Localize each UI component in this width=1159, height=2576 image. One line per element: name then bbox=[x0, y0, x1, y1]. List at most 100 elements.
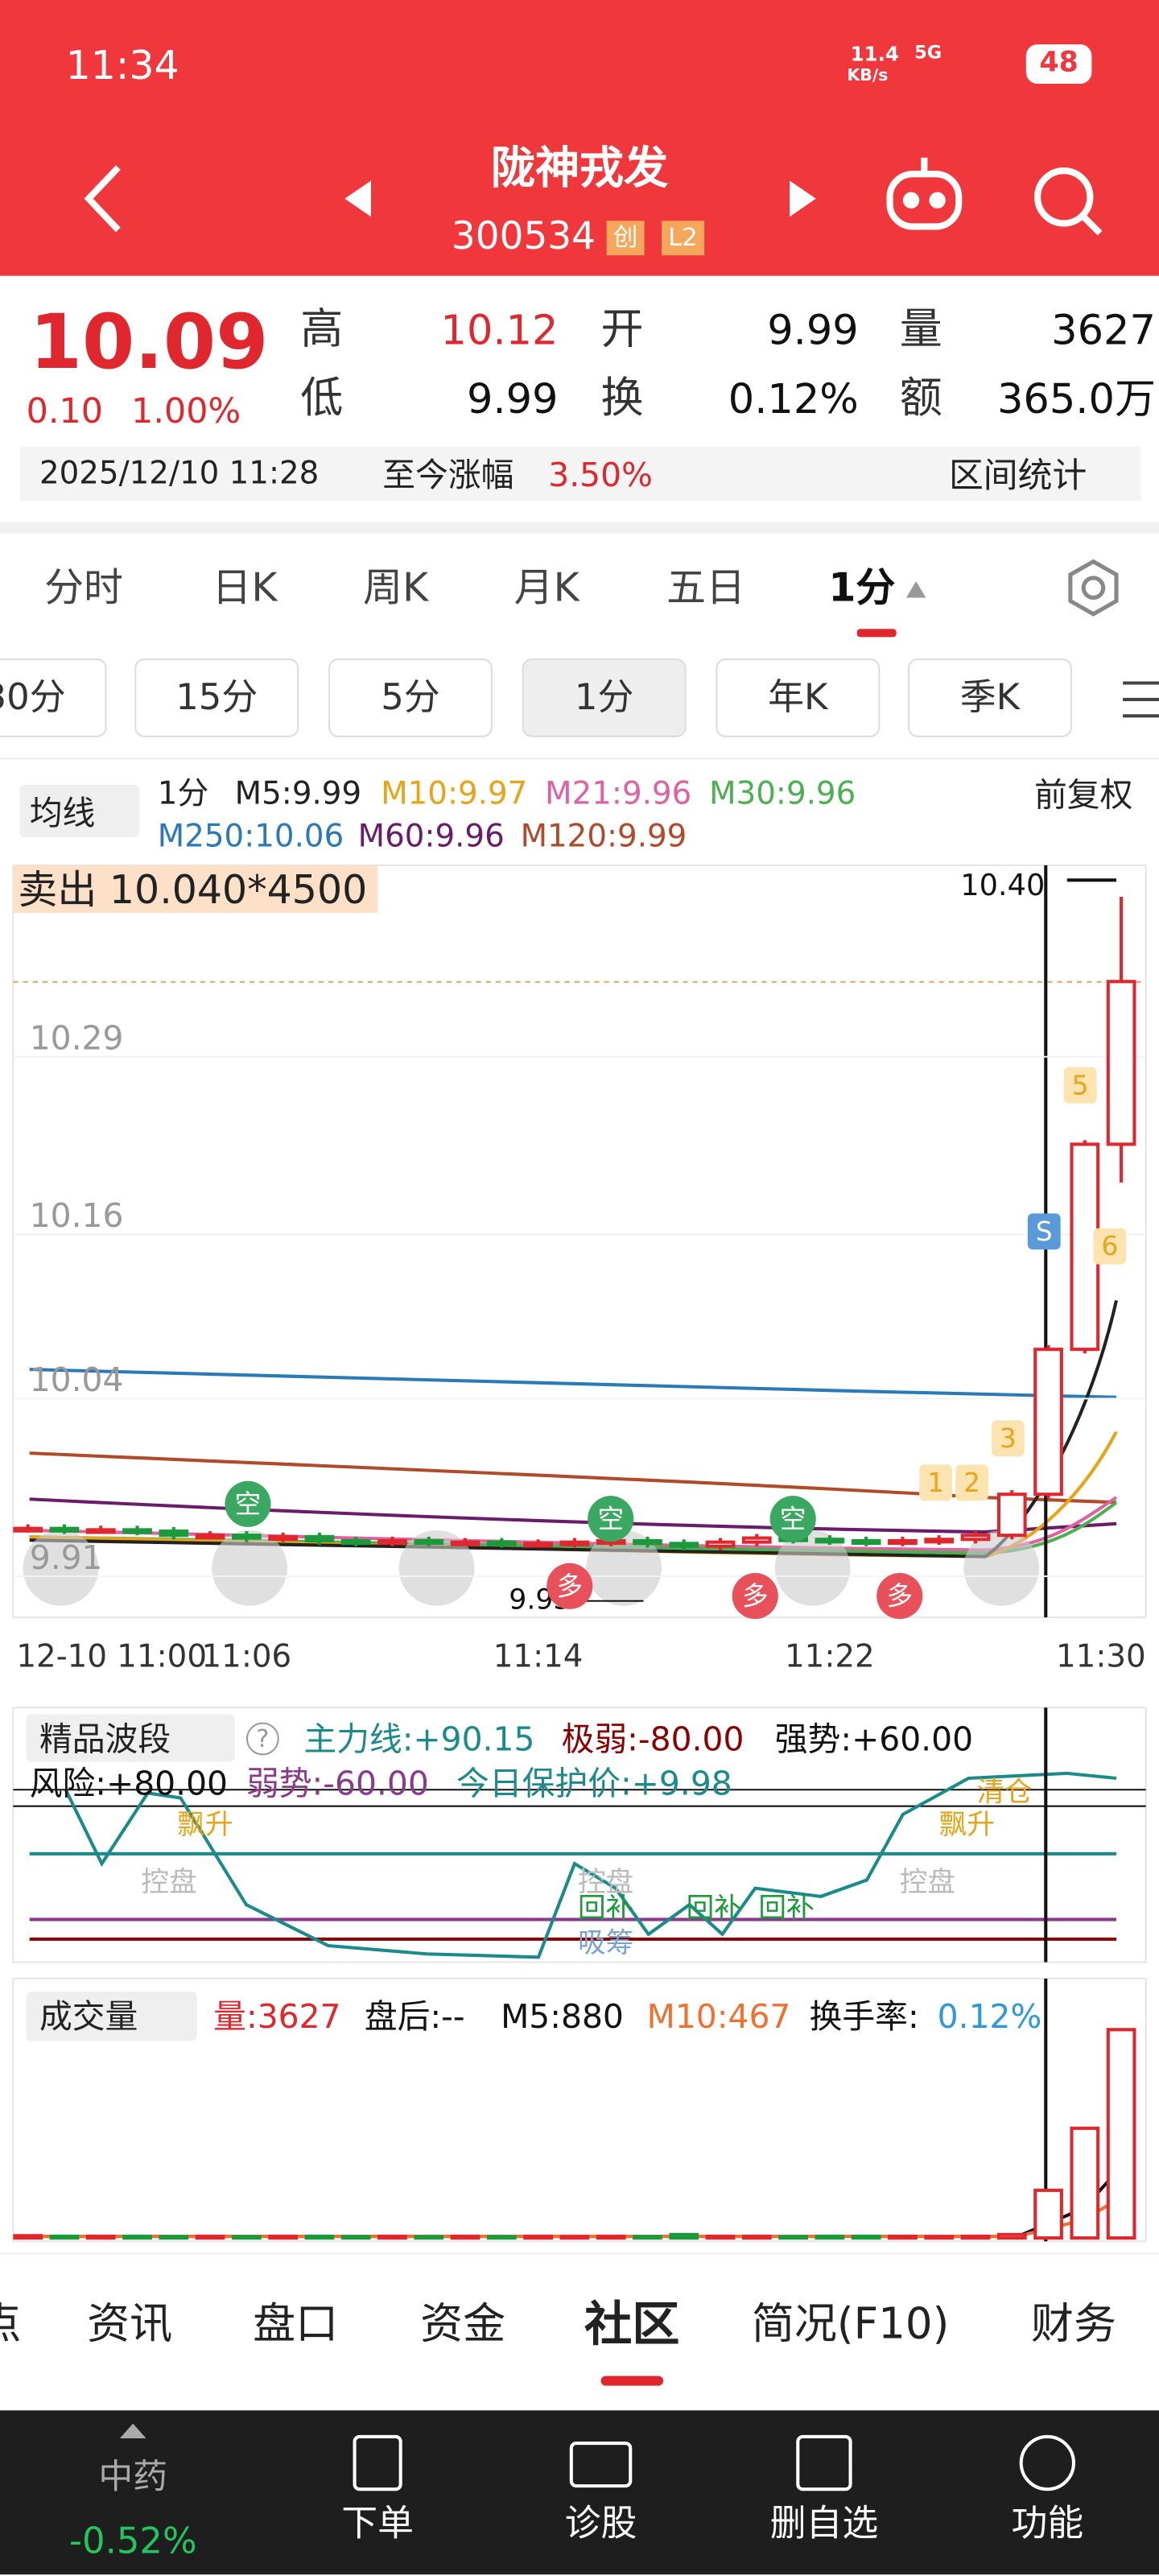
sub-tab-box[interactable] bbox=[134, 658, 299, 737]
ma-value: M5:9.99 bbox=[234, 775, 362, 812]
zoom-in[interactable] bbox=[212, 1530, 287, 1606]
sub-tab-box[interactable] bbox=[328, 658, 493, 737]
search-icon[interactable] bbox=[1034, 167, 1103, 236]
stock-name: 陇神戎发 bbox=[490, 143, 669, 195]
order-icon[interactable] bbox=[353, 2434, 402, 2491]
sub-tab-box[interactable] bbox=[522, 658, 687, 737]
nav-bar bbox=[0, 2410, 1159, 2575]
step-right[interactable] bbox=[774, 1530, 851, 1606]
field-label: 换 bbox=[600, 374, 644, 424]
volume-bar bbox=[340, 2235, 371, 2240]
bottom-tab[interactable]: 简况(F10) bbox=[751, 2300, 950, 2350]
help-icon[interactable]: ? bbox=[245, 1722, 279, 1756]
info-value: 3.50% bbox=[548, 454, 653, 494]
next-stock[interactable] bbox=[790, 180, 816, 217]
indicator-selector[interactable]: 精品波段 bbox=[39, 1719, 171, 1759]
signal-marker-label: 多 bbox=[886, 1581, 913, 1612]
sub-tab-box[interactable] bbox=[716, 658, 881, 737]
sub-tab[interactable]: 1分 bbox=[574, 678, 634, 720]
tab[interactable]: 分时 bbox=[44, 564, 123, 611]
back-button[interactable] bbox=[84, 165, 121, 233]
price: 10.09 bbox=[29, 297, 269, 386]
ma-value: M10:9.97 bbox=[381, 775, 528, 812]
remove-icon[interactable] bbox=[796, 2434, 852, 2491]
nav-overlay bbox=[23, 1530, 1040, 1606]
tab[interactable]: 日K bbox=[212, 564, 278, 611]
field-value: 0.12% bbox=[728, 375, 859, 423]
price-frame bbox=[12, 864, 1147, 1619]
zoom-out[interactable] bbox=[398, 1530, 475, 1606]
volume-value: M5:880 bbox=[501, 1996, 624, 2037]
tab[interactable]: 五日 bbox=[666, 564, 746, 611]
volume-selector[interactable]: 成交量 bbox=[39, 1996, 138, 2037]
indicator-annotation: 回补 bbox=[687, 1893, 742, 1925]
volume-bar bbox=[1106, 2028, 1136, 2240]
volume-bar bbox=[924, 2235, 955, 2240]
signal-marker-label: 多 bbox=[556, 1571, 583, 1601]
market-name[interactable]: 中药 bbox=[98, 2457, 168, 2497]
robot-icon[interactable] bbox=[886, 157, 963, 230]
sub-tab-box[interactable] bbox=[907, 658, 1072, 737]
fullscreen[interactable] bbox=[963, 1530, 1040, 1606]
volume-bar bbox=[815, 2234, 845, 2240]
info-label: 至今涨幅 bbox=[382, 454, 514, 494]
ma-selector-bg[interactable] bbox=[19, 784, 140, 838]
volume-bar bbox=[996, 2232, 1027, 2240]
indicator-annotation: 控盘 bbox=[578, 1867, 633, 1899]
volume-bar bbox=[414, 2235, 444, 2240]
settings-icon[interactable] bbox=[1068, 559, 1119, 617]
candle-body bbox=[414, 1538, 444, 1546]
indicator-value: 风险:+80.00 bbox=[29, 1763, 229, 1803]
bottom-tab[interactable]: 资讯 bbox=[87, 2300, 173, 2350]
header-bg bbox=[0, 0, 1159, 276]
range-stats[interactable]: 区间统计 bbox=[948, 456, 1087, 495]
indicator-frame bbox=[12, 1707, 1147, 1963]
tab[interactable]: 月K bbox=[514, 564, 580, 611]
tab[interactable]: 周K bbox=[363, 564, 429, 611]
info-bar bbox=[19, 446, 1141, 502]
volume-bar bbox=[13, 2234, 43, 2240]
nav-item[interactable]: 功能 bbox=[1011, 2504, 1084, 2545]
indicator-value: 弱势:-60.00 bbox=[245, 1763, 429, 1803]
menu-icon[interactable] bbox=[1123, 681, 1159, 718]
divider bbox=[0, 522, 1159, 534]
function-icon[interactable] bbox=[1019, 2434, 1076, 2491]
max-label: 10.40 bbox=[960, 868, 1045, 902]
signal-marker bbox=[1063, 1067, 1097, 1104]
tab[interactable]: 1分 bbox=[828, 564, 896, 611]
sub-tab[interactable]: 30分 bbox=[0, 678, 66, 720]
sub-tab[interactable]: 15分 bbox=[175, 678, 258, 720]
volume-bar bbox=[377, 2234, 407, 2240]
indicator-value: 今日保护价:+9.98 bbox=[456, 1763, 732, 1803]
sub-tab[interactable]: 季K bbox=[959, 678, 1021, 720]
signal-marker bbox=[769, 1496, 816, 1542]
diagnose-icon[interactable] bbox=[569, 2442, 633, 2488]
y-tick-label: 10.29 bbox=[30, 1018, 124, 1057]
signal-marker bbox=[732, 1573, 778, 1620]
change: 0.10 bbox=[26, 391, 104, 431]
sub-tab[interactable]: 年K bbox=[768, 678, 828, 720]
volume-bar bbox=[705, 2234, 736, 2240]
nav-item[interactable]: 下单 bbox=[341, 2504, 415, 2545]
indicator-selector-bg[interactable] bbox=[26, 1714, 235, 1762]
adjust-mode[interactable]: 前复权 bbox=[1034, 774, 1133, 815]
sub-tab-box[interactable] bbox=[0, 658, 107, 737]
bottom-tab[interactable]: 财务 bbox=[1030, 2300, 1117, 2350]
volume-ma bbox=[29, 2171, 1118, 2239]
scroll-left[interactable] bbox=[23, 1530, 99, 1606]
nav-item[interactable]: 诊股 bbox=[564, 2504, 637, 2545]
bottom-tab[interactable]: 社区 bbox=[584, 2296, 680, 2352]
step-left[interactable] bbox=[586, 1530, 662, 1606]
nav-item[interactable]: 删自选 bbox=[769, 2504, 879, 2545]
ma-selector[interactable]: 均线 bbox=[29, 793, 96, 833]
market-pct[interactable]: -0.52% bbox=[68, 2521, 197, 2563]
volume-bar bbox=[159, 2235, 189, 2240]
bottom-tab[interactable]: 点 bbox=[0, 2304, 22, 2347]
volume-selector-bg[interactable] bbox=[26, 1992, 197, 2041]
prev-stock[interactable] bbox=[344, 180, 371, 217]
bottom-tab[interactable]: 资金 bbox=[420, 2300, 506, 2350]
volume-bar bbox=[195, 2234, 225, 2240]
bottom-tab[interactable]: 盘口 bbox=[253, 2300, 339, 2350]
sub-tab[interactable]: 5分 bbox=[381, 678, 440, 720]
